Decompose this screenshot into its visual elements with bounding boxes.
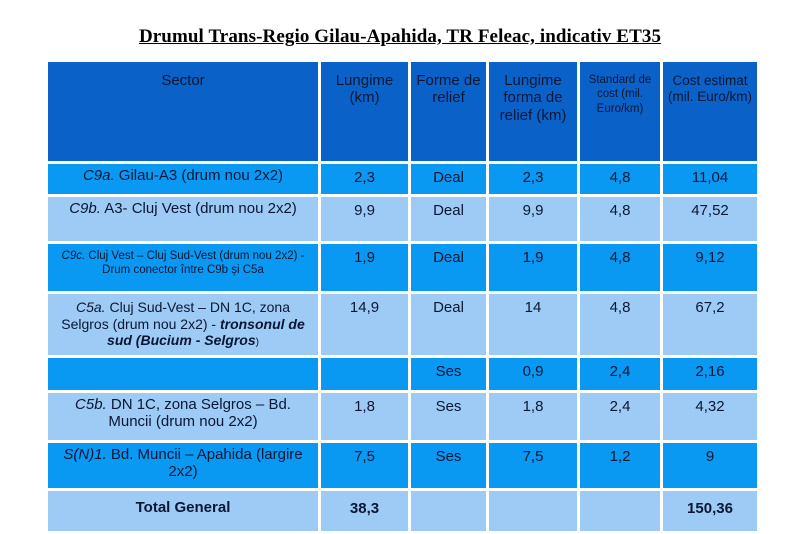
sector-text-segment: C5a.: [76, 299, 106, 315]
value-cell-row7-col4: [580, 491, 660, 531]
value-cell-row3-col4: 4,8: [580, 294, 660, 355]
sector-cell-row1: C9b. A3- Cluj Vest (drum nou 2x2): [48, 197, 318, 241]
value-cell-row4-col2: Ses: [411, 358, 486, 390]
value-cell-row7-col1: 38,3: [321, 491, 408, 531]
value-cell-row5-col5: 4,32: [663, 393, 757, 440]
sector-text-segment: Total General: [135, 499, 231, 516]
value-cell-row2-col5: 9,12: [663, 244, 757, 291]
column-header-4: Standard de cost (mil. Euro/km): [580, 62, 660, 161]
sector-text-segment: DN 1C, zona Selgros – Bd. Muncii (drum n…: [106, 396, 291, 430]
value-cell-row4-col1: [321, 358, 408, 390]
sector-text-segment: Cluj Sud-Vest – DN 1C, zona Selgros (dru…: [61, 299, 290, 332]
column-header-1: Lungime (km): [321, 62, 408, 161]
value-cell-row7-col3: [489, 491, 577, 531]
value-cell-row5-col3: 1,8: [489, 393, 577, 440]
value-cell-row1-col4: 4,8: [580, 197, 660, 241]
value-cell-row1-col5: 47,52: [663, 197, 757, 241]
value-cell-row0-col1: 2,3: [321, 164, 408, 194]
column-header-2: Forme de relief: [411, 62, 486, 161]
value-cell-row1-col1: 9,9: [321, 197, 408, 241]
value-cell-row5-col1: 1,8: [321, 393, 408, 440]
sector-text-segment: Cluj Vest – Cluj Sud-Vest (drum nou 2x2)…: [85, 250, 305, 276]
sector-text-segment: C9a.: [82, 167, 115, 184]
value-cell-row0-col3: 2,3: [489, 164, 577, 194]
value-cell-row1-col3: 9,9: [489, 197, 577, 241]
value-cell-row4-col4: 2,4: [580, 358, 660, 390]
sector-text-segment: ): [255, 337, 259, 349]
column-header-3: Lungime forma de relief (km): [489, 62, 577, 161]
sector-cell-row4: [48, 358, 318, 390]
value-cell-row2-col1: 1,9: [321, 244, 408, 291]
sector-text-segment: C9b.: [69, 200, 101, 217]
value-cell-row2-col3: 1,9: [489, 244, 577, 291]
cost-table: Sector Lungime (km) Forme de relief Lungime…: [48, 62, 757, 531]
sector-cell-row5: C5b. DN 1C, zona Selgros – Bd. Muncii (d…: [48, 393, 318, 440]
sector-cell-row3: C5a. Cluj Sud-Vest – DN 1C, zona Selgros…: [48, 294, 318, 355]
value-cell-row7-col2: [411, 491, 486, 531]
value-cell-row0-col5: 11,04: [663, 164, 757, 194]
value-cell-row3-col1: 14,9: [321, 294, 408, 355]
value-cell-row4-col5: 2,16: [663, 358, 757, 390]
sector-text-segment: C5b.: [75, 396, 107, 413]
value-cell-row3-col5: 67,2: [663, 294, 757, 355]
value-cell-row6-col4: 1,2: [580, 443, 660, 488]
sector-cell-row7: Total General: [48, 491, 318, 531]
sector-text-segment: Gilau-A3 (drum nou 2x2): [114, 167, 284, 184]
sector-cell-row0: C9a. Gilau-A3 (drum nou 2x2): [48, 164, 318, 194]
sector-text-segment: C9c.: [61, 250, 86, 262]
sector-cell-row6: S(N)1. Bd. Muncii – Apahida (largire 2x2…: [48, 443, 318, 488]
value-cell-row3-col3: 14: [489, 294, 577, 355]
value-cell-row5-col2: Ses: [411, 393, 486, 440]
value-cell-row4-col3: 0,9: [489, 358, 577, 390]
value-cell-row0-col2: Deal: [411, 164, 486, 194]
value-cell-row3-col2: Deal: [411, 294, 486, 355]
value-cell-row6-col2: Ses: [411, 443, 486, 488]
sector-text-segment: A3- Cluj Vest (drum nou 2x2): [100, 200, 297, 217]
column-header-0: Sector: [48, 62, 318, 161]
value-cell-row5-col4: 2,4: [580, 393, 660, 440]
value-cell-row0-col4: 4,8: [580, 164, 660, 194]
value-cell-row6-col3: 7,5: [489, 443, 577, 488]
sector-text-segment: Bd. Muncii – Apahida (largire 2x2): [106, 446, 303, 480]
sector-cell-row2: C9c. Cluj Vest – Cluj Sud-Vest (drum nou…: [48, 244, 318, 291]
page-title: Drumul Trans-Regio Gilau-Apahida, TR Fel…: [138, 26, 662, 47]
value-cell-row2-col2: Deal: [411, 244, 486, 291]
value-cell-row6-col1: 7,5: [321, 443, 408, 488]
value-cell-row6-col5: 9: [663, 443, 757, 488]
value-cell-row1-col2: Deal: [411, 197, 486, 241]
value-cell-row2-col4: 4,8: [580, 244, 660, 291]
column-header-5: Cost estimat (mil. Euro/km): [663, 62, 757, 161]
sector-text-segment: tronsonul de sud (Bucium - Selgros: [107, 315, 305, 349]
value-cell-row7-col5: 150,36: [663, 491, 757, 531]
sector-text-segment: S(N)1.: [63, 446, 107, 463]
